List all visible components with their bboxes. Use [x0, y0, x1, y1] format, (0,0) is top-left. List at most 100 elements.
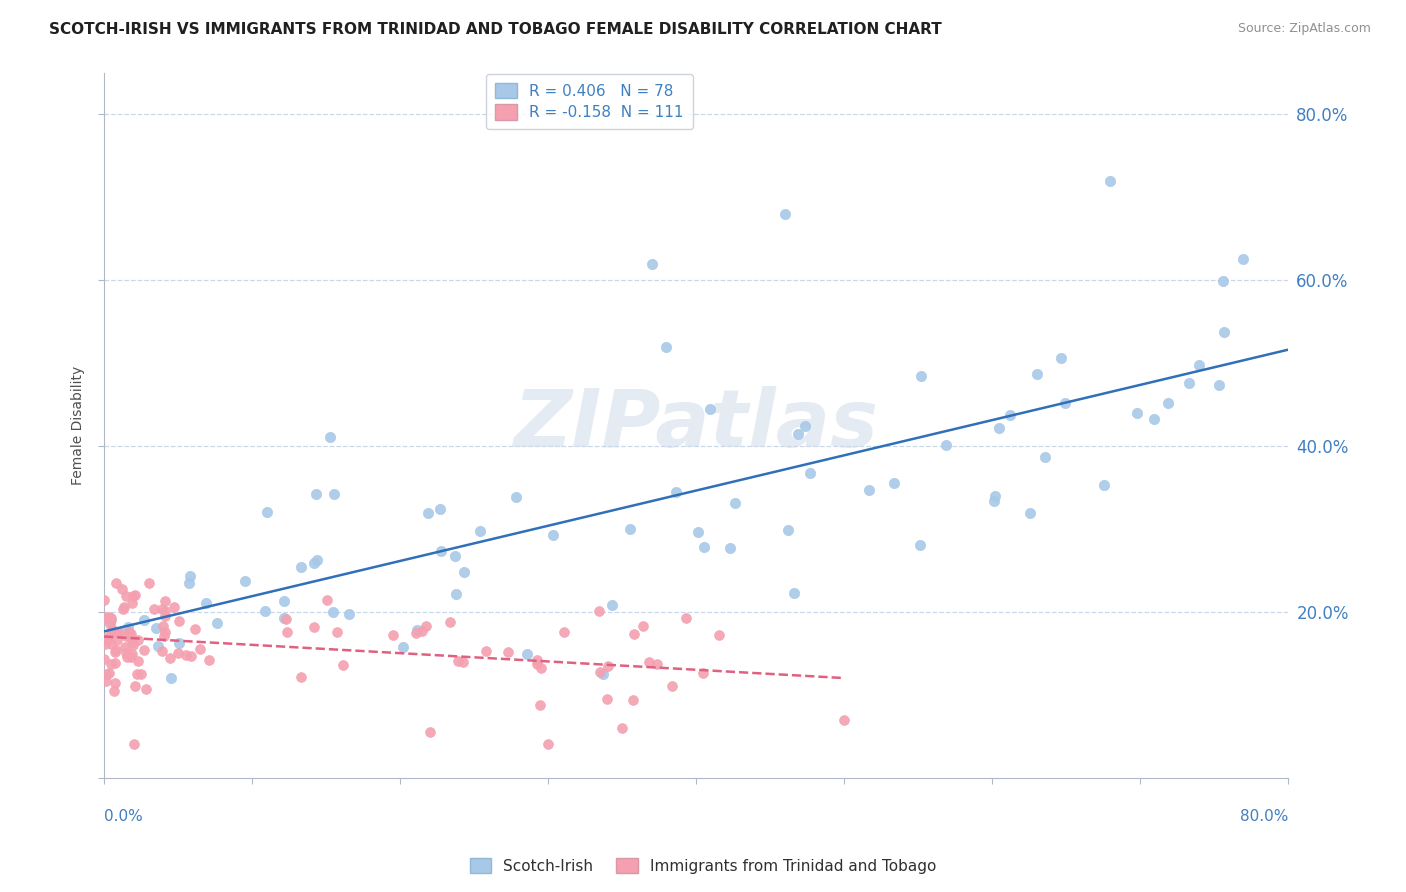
- Point: [153, 624, 176, 639]
- Point: [444, 587, 467, 601]
- Point: [776, 523, 799, 537]
- Point: [589, 665, 612, 679]
- Point: [153, 594, 176, 608]
- Point: [1212, 274, 1234, 288]
- Point: [256, 505, 278, 519]
- Point: [273, 611, 295, 625]
- Point: [526, 657, 548, 671]
- Point: [120, 650, 142, 665]
- Point: [98, 614, 121, 628]
- Point: [623, 627, 645, 641]
- Point: [180, 649, 202, 664]
- Legend: R = 0.406   N = 78, R = -0.158  N = 111: R = 0.406 N = 78, R = -0.158 N = 111: [486, 73, 693, 129]
- Point: [101, 623, 124, 637]
- Point: [382, 628, 405, 642]
- Point: [794, 419, 817, 434]
- Point: [143, 602, 166, 616]
- Point: [686, 525, 709, 540]
- Point: [166, 646, 188, 660]
- Point: [468, 524, 491, 538]
- Point: [163, 599, 186, 614]
- Point: [127, 667, 149, 681]
- Point: [832, 713, 855, 727]
- Point: [153, 604, 176, 618]
- Point: [96, 633, 118, 648]
- Point: [596, 659, 619, 673]
- Point: [276, 625, 298, 640]
- Point: [96, 632, 118, 647]
- Point: [516, 647, 538, 661]
- Point: [621, 693, 644, 707]
- Point: [108, 625, 131, 640]
- Point: [505, 490, 527, 504]
- Point: [121, 647, 143, 661]
- Point: [115, 646, 138, 660]
- Legend: Scotch-Irish, Immigrants from Trinidad and Tobago: Scotch-Irish, Immigrants from Trinidad a…: [464, 852, 942, 880]
- Point: [100, 614, 122, 628]
- Point: [93, 652, 115, 666]
- Point: [638, 655, 661, 669]
- Point: [661, 680, 683, 694]
- Point: [1157, 396, 1180, 410]
- Point: [127, 654, 149, 668]
- Point: [97, 632, 120, 646]
- Point: [411, 624, 433, 638]
- Point: [290, 560, 312, 574]
- Point: [138, 575, 160, 590]
- Point: [588, 604, 610, 618]
- Point: [111, 602, 134, 616]
- Point: [97, 610, 120, 624]
- Point: [1208, 378, 1230, 392]
- Point: [1099, 174, 1122, 188]
- Point: [101, 624, 124, 638]
- Point: [526, 653, 548, 667]
- Point: [104, 675, 127, 690]
- Point: [910, 368, 932, 383]
- Point: [1212, 325, 1234, 339]
- Point: [326, 625, 349, 640]
- Point: [541, 528, 564, 542]
- Point: [783, 586, 806, 600]
- Point: [105, 575, 128, 590]
- Point: [276, 612, 298, 626]
- Point: [1033, 450, 1056, 465]
- Point: [693, 540, 716, 554]
- Point: [167, 614, 190, 628]
- Point: [120, 632, 142, 646]
- Point: [115, 649, 138, 664]
- Point: [799, 466, 821, 480]
- Point: [167, 636, 190, 650]
- Point: [1143, 411, 1166, 425]
- Point: [97, 665, 120, 680]
- Point: [122, 738, 145, 752]
- Point: [100, 637, 122, 651]
- Point: [183, 622, 205, 636]
- Point: [120, 626, 142, 640]
- Point: [787, 426, 810, 441]
- Point: [155, 609, 177, 624]
- Point: [1126, 406, 1149, 420]
- Y-axis label: Female Disability: Female Disability: [72, 366, 86, 485]
- Point: [391, 640, 413, 654]
- Point: [429, 502, 451, 516]
- Point: [337, 607, 360, 621]
- Point: [273, 594, 295, 608]
- Point: [105, 625, 128, 640]
- Point: [121, 596, 143, 610]
- Point: [198, 653, 221, 667]
- Point: [1049, 351, 1071, 366]
- Point: [302, 556, 325, 570]
- Point: [305, 487, 328, 501]
- Point: [114, 640, 136, 655]
- Point: [104, 657, 127, 671]
- Point: [105, 632, 128, 647]
- Point: [699, 401, 721, 416]
- Point: [115, 629, 138, 643]
- Point: [592, 667, 614, 681]
- Point: [307, 552, 329, 566]
- Point: [124, 679, 146, 693]
- Point: [439, 615, 461, 629]
- Point: [93, 592, 115, 607]
- Point: [93, 636, 115, 650]
- Point: [145, 622, 167, 636]
